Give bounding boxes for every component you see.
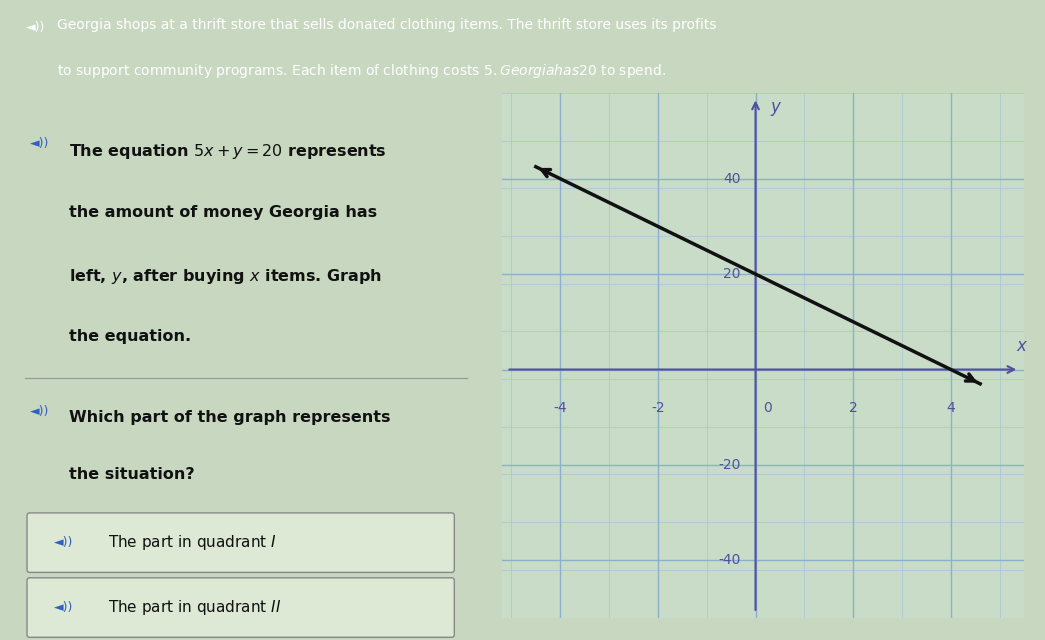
Text: left, $y$, after buying $x$ items. Graph: left, $y$, after buying $x$ items. Graph bbox=[69, 267, 381, 286]
Text: the amount of money Georgia has: the amount of money Georgia has bbox=[69, 205, 377, 220]
Text: to support community programs. Each item of clothing costs $5. Georgia has $20 t: to support community programs. Each item… bbox=[57, 63, 667, 81]
Text: 40: 40 bbox=[723, 172, 741, 186]
Text: -2: -2 bbox=[651, 401, 665, 415]
FancyBboxPatch shape bbox=[27, 513, 455, 572]
Text: x: x bbox=[1017, 337, 1026, 355]
Text: Georgia shops at a thrift store that sells donated clothing items. The thrift st: Georgia shops at a thrift store that sel… bbox=[57, 18, 717, 32]
Text: ◄)): ◄)) bbox=[29, 404, 49, 418]
Text: ◄)): ◄)) bbox=[54, 536, 73, 549]
Text: ◄)): ◄)) bbox=[54, 601, 73, 614]
Text: Which part of the graph represents: Which part of the graph represents bbox=[69, 410, 390, 425]
Text: 2: 2 bbox=[849, 401, 858, 415]
Text: -40: -40 bbox=[719, 554, 741, 567]
Text: The part in quadrant $I$: The part in quadrant $I$ bbox=[108, 533, 277, 552]
Text: 0: 0 bbox=[763, 401, 772, 415]
Text: The part in quadrant $II$: The part in quadrant $II$ bbox=[108, 598, 281, 617]
Text: ◄)): ◄)) bbox=[29, 137, 49, 150]
Text: The equation $5x + y = 20$ represents: The equation $5x + y = 20$ represents bbox=[69, 143, 387, 161]
Text: the situation?: the situation? bbox=[69, 467, 194, 482]
FancyBboxPatch shape bbox=[27, 578, 455, 637]
Text: 4: 4 bbox=[947, 401, 955, 415]
Text: ◄)): ◄)) bbox=[26, 21, 46, 35]
Text: -20: -20 bbox=[719, 458, 741, 472]
Text: 20: 20 bbox=[723, 267, 741, 281]
Text: the equation.: the equation. bbox=[69, 329, 191, 344]
Text: y: y bbox=[770, 97, 780, 116]
Text: -4: -4 bbox=[554, 401, 567, 415]
